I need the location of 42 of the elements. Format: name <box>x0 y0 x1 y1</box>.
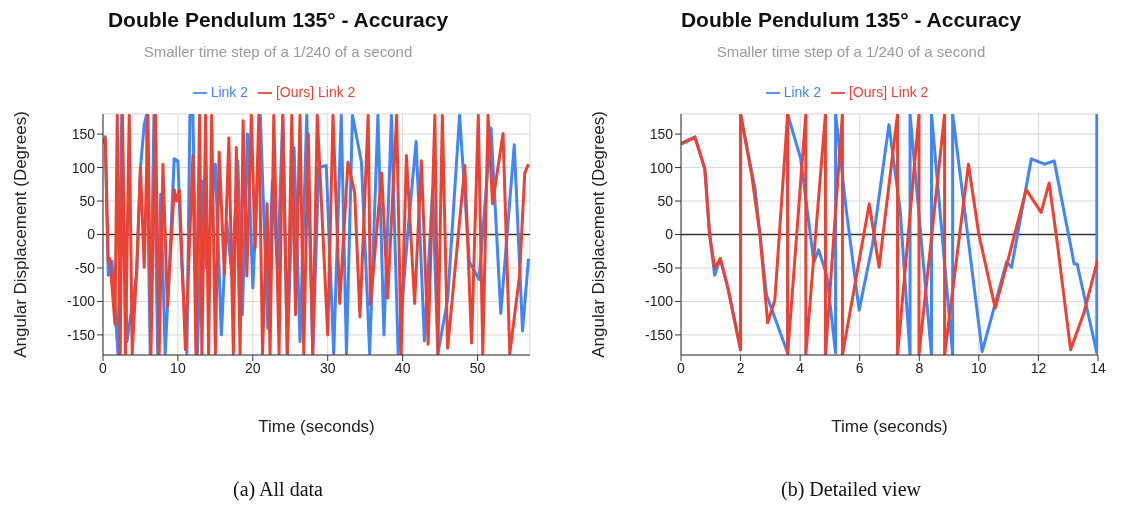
y-tick-label: -100 <box>644 293 674 310</box>
legend-label: [Ours] Link 2 <box>275 84 356 100</box>
y-tick-label: 0 <box>87 226 96 243</box>
y-tick-label: -50 <box>74 259 96 276</box>
x-tick-label: 8 <box>915 359 924 376</box>
y-tick-label: -150 <box>644 326 674 343</box>
y-tick-label: 50 <box>657 193 674 209</box>
x-tick-label: 20 <box>245 359 261 376</box>
y-axis-title: Angular Displacement (Degrees) <box>11 111 31 358</box>
y-tick-label: -100 <box>66 293 96 310</box>
chart-title: Double Pendulum 135° - Accuracy <box>679 8 1023 32</box>
y-tick-label: -50 <box>652 259 674 276</box>
y-axis-title: Angular Displacement (Degrees) <box>589 111 609 358</box>
x-tick-label: 40 <box>394 359 411 376</box>
x-axis-title: Time (seconds) <box>831 417 948 436</box>
chart-title: Double Pendulum 135° - Accuracy <box>106 8 450 32</box>
x-tick-label: 4 <box>796 359 805 376</box>
x-tick-label: 2 <box>736 359 745 376</box>
y-tick-label: 150 <box>71 126 96 143</box>
y-tick-label: 100 <box>71 159 96 176</box>
y-tick-label: -150 <box>66 326 96 343</box>
y-tick-label: 0 <box>665 226 674 243</box>
legend-label: [Ours] Link 2 <box>848 84 929 100</box>
chart-subtitle: Smaller time step of a 1/240 of a second <box>142 43 414 60</box>
y-tick-label: 100 <box>649 159 674 176</box>
y-tick-label: 50 <box>79 193 96 209</box>
x-tick-label: 10 <box>170 359 186 376</box>
legend-label: Link 2 <box>210 84 248 100</box>
legend-label: Link 2 <box>783 84 821 100</box>
x-tick-label: 50 <box>469 359 486 376</box>
text: (b) Detailed view <box>780 478 922 501</box>
chart-subtitle: Smaller time step of a 1/240 of a second <box>715 43 987 60</box>
text: (a) All data <box>232 478 324 501</box>
x-tick-label: 0 <box>677 359 686 376</box>
y-tick-label: 150 <box>649 126 674 143</box>
x-tick-label: 0 <box>99 359 108 376</box>
x-tick-label: 10 <box>971 359 987 376</box>
x-tick-label: 6 <box>855 359 864 376</box>
x-axis-title: Time (seconds) <box>258 417 375 436</box>
x-tick-label: 12 <box>1030 359 1047 376</box>
x-tick-label: 14 <box>1090 359 1106 376</box>
x-tick-label: 30 <box>319 359 336 376</box>
